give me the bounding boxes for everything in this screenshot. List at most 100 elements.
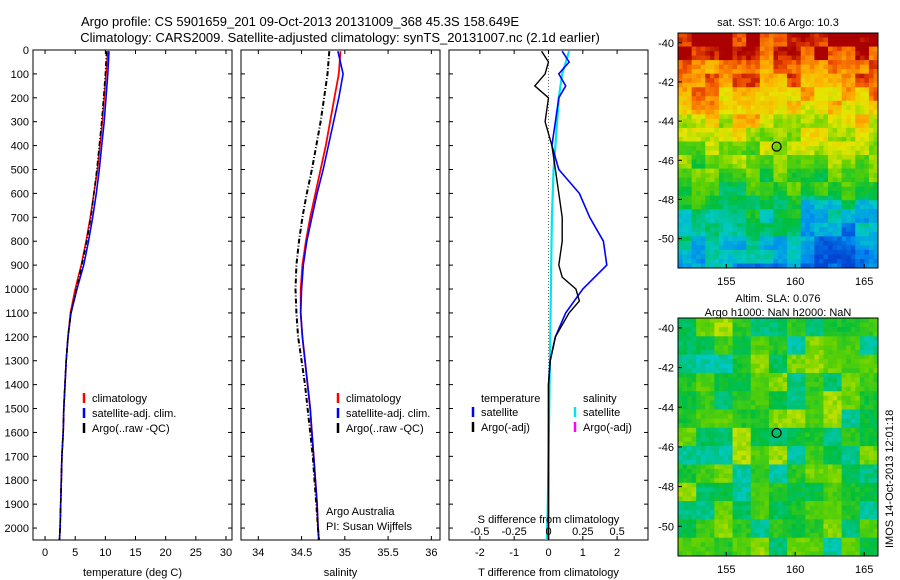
- map-cell: [750, 409, 756, 415]
- map-cell: [787, 42, 793, 47]
- map-cell: [732, 340, 738, 346]
- map-cell: [718, 340, 724, 346]
- map-cell: [800, 87, 806, 93]
- map-cell: [678, 218, 683, 224]
- map-cell: [737, 400, 743, 406]
- map-cell: [809, 414, 815, 420]
- map-cell: [823, 150, 829, 156]
- map-cell: [764, 141, 770, 147]
- map-cell: [805, 249, 811, 255]
- map-cell: [859, 105, 865, 111]
- map-cell: [750, 159, 756, 165]
- map-cell: [809, 258, 815, 264]
- map-cell: [723, 473, 729, 479]
- map-cell: [773, 60, 779, 66]
- map-cell: [691, 359, 697, 365]
- map-cell: [859, 473, 865, 479]
- map-cell: [705, 450, 711, 456]
- map-cell: [823, 322, 829, 328]
- map-cell: [837, 222, 843, 228]
- map-frame: [677, 317, 879, 557]
- map-cell: [823, 64, 829, 70]
- map-cell: [732, 263, 738, 269]
- map-cell: [773, 200, 779, 206]
- map-cell: [714, 327, 720, 333]
- map-cell: [696, 340, 702, 346]
- map-cell: [737, 523, 743, 529]
- map-cell: [750, 78, 756, 84]
- map-cell: [832, 105, 838, 111]
- map-cell: [814, 73, 820, 79]
- map-cell: [700, 505, 706, 511]
- map-cell: [791, 177, 797, 183]
- map-cell: [818, 386, 824, 392]
- map-cell: [809, 322, 815, 328]
- map-cell: [737, 354, 743, 360]
- map-cell: [723, 322, 729, 328]
- map-cell: [700, 136, 706, 142]
- map-cell: [855, 446, 861, 452]
- map-cell: [841, 136, 847, 142]
- map-cell: [809, 141, 815, 147]
- map-cell: [837, 186, 843, 192]
- map-cell: [764, 423, 770, 429]
- map-cell: [732, 249, 738, 255]
- map-cell: [832, 469, 838, 475]
- map-cell: [832, 91, 838, 97]
- map-cell: [864, 37, 870, 43]
- map-cell: [737, 487, 743, 493]
- map-cell: [750, 491, 756, 497]
- map-cell: [728, 218, 733, 224]
- map-cell: [737, 395, 743, 401]
- map-cell: [737, 528, 743, 534]
- map-cell: [864, 409, 870, 415]
- map-cell: [873, 395, 879, 401]
- map-cell: [782, 82, 788, 88]
- map-cell: [868, 382, 874, 388]
- map-cell: [714, 155, 720, 160]
- map-cell: [809, 46, 815, 52]
- map-cell: [759, 114, 765, 120]
- map-cell: [678, 87, 683, 93]
- map-cell: [841, 437, 847, 442]
- map-cell: [841, 145, 847, 151]
- map-cell: [696, 150, 702, 156]
- map-cell: [732, 427, 738, 433]
- map-cell: [709, 69, 715, 75]
- map-cell: [741, 546, 747, 552]
- map-cell: [718, 345, 724, 351]
- map-cell: [746, 318, 752, 323]
- map-cell: [755, 350, 761, 356]
- map-cell: [800, 469, 806, 475]
- map-cell: [837, 404, 843, 410]
- map-cell: [696, 227, 702, 233]
- map-cell: [741, 501, 747, 507]
- map-cell: [709, 473, 715, 479]
- map-cell: [832, 386, 838, 392]
- map-cell: [750, 423, 756, 429]
- map-cell: [796, 404, 802, 410]
- map-cell: [741, 155, 747, 160]
- map-cell: [700, 446, 706, 452]
- map-cell: [728, 400, 733, 406]
- map-cell: [759, 173, 765, 179]
- map-cell: [700, 473, 706, 479]
- map-cell: [728, 505, 733, 511]
- map-cell: [814, 409, 820, 415]
- map-cell: [691, 382, 697, 388]
- map-cell: [791, 350, 797, 356]
- map-cell: [782, 336, 788, 342]
- map-cell: [746, 533, 752, 539]
- map-cell: [678, 400, 683, 406]
- map-cell: [728, 204, 733, 210]
- map-cell: [782, 60, 788, 66]
- map-cell: [764, 414, 770, 420]
- map-cell: [691, 464, 697, 470]
- map-cell: [723, 514, 729, 520]
- map-cell: [773, 455, 779, 461]
- map-cell: [737, 236, 743, 242]
- map-cell: [846, 372, 852, 378]
- map-cell: [737, 218, 743, 224]
- map-cell: [800, 473, 806, 479]
- map-cell: [696, 69, 702, 75]
